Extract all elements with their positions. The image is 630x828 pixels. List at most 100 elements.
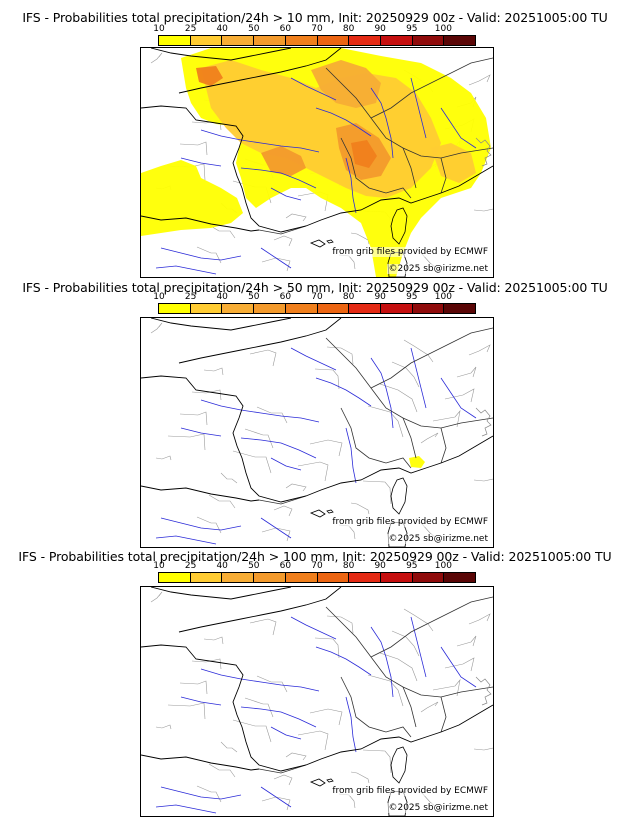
river	[290, 347, 337, 371]
colorbar-swatch-95	[412, 304, 445, 313]
coastline	[178, 48, 342, 94]
map-panel-100mm: IFS - Probabilities total precipitation/…	[0, 541, 630, 817]
coastline	[150, 48, 292, 61]
colorbar-swatch-70	[317, 304, 350, 313]
colorbar-tick-labels: 10 25 40 50 60 70 80 90 95 100	[153, 561, 476, 573]
country-border	[258, 764, 307, 774]
admin-boundary	[203, 367, 224, 376]
river	[160, 517, 242, 531]
admin-boundary	[326, 346, 354, 365]
river	[180, 427, 222, 437]
admin-boundary	[249, 618, 277, 636]
admin-boundary	[150, 52, 163, 64]
country-border	[370, 596, 493, 658]
river	[260, 247, 292, 269]
country-border	[340, 676, 412, 738]
river	[270, 187, 302, 201]
country-border	[325, 337, 493, 429]
river	[410, 616, 427, 678]
colorbar-swatches	[158, 303, 476, 314]
colorbar-tick-labels: 10 25 40 50 60 70 80 90 95 100	[153, 24, 476, 36]
admin-boundary	[232, 719, 272, 743]
admin-boundary	[196, 785, 222, 803]
colorbar-swatch-60	[285, 573, 318, 582]
copyright-notice: ©2025 sb@irizme.net	[387, 534, 489, 544]
river	[180, 157, 222, 167]
admin-boundary	[391, 361, 420, 388]
colorbar-swatch-90	[380, 573, 413, 582]
forecast-map: from grib files provided by ECMWF ©2025 …	[140, 47, 494, 278]
colorbar-swatch-95	[412, 573, 445, 582]
country-border	[370, 327, 493, 389]
alpine-detail	[475, 137, 492, 167]
river	[440, 377, 477, 419]
colorbar-swatch-80	[349, 304, 381, 313]
coastline	[141, 215, 260, 232]
admin-boundary	[391, 630, 420, 657]
probability-colorbar: 10 25 40 50 60 70 80 90 95 100	[153, 292, 476, 320]
colorbar-swatch-40	[222, 304, 255, 313]
river	[200, 399, 320, 423]
river	[290, 77, 337, 101]
colorbar-swatch-25	[190, 573, 223, 582]
admin-boundary	[314, 368, 340, 390]
basemap-france	[141, 318, 493, 547]
admin-boundary	[167, 433, 206, 451]
colorbar-swatches	[158, 35, 476, 46]
colorbar-tick-40: 40	[216, 561, 228, 571]
colorbar-tick-60: 60	[279, 561, 292, 571]
colorbar-tick-80: 80	[342, 24, 355, 34]
country-border	[258, 495, 307, 505]
coastline	[141, 754, 260, 771]
country-border	[440, 157, 447, 194]
probability-colorbar: 10 25 40 50 60 70 80 90 95 100	[153, 24, 476, 52]
precip-probability-area	[141, 160, 243, 236]
admin-boundary	[338, 254, 356, 270]
admin-boundary	[379, 383, 418, 413]
coastline	[150, 318, 292, 331]
admin-boundary	[285, 483, 307, 492]
colorbar-tick-90: 90	[374, 24, 386, 34]
copyright-notice: ©2025 sb@irizme.net	[387, 264, 489, 274]
admin-boundary	[420, 701, 439, 713]
admin-boundary	[155, 724, 172, 730]
admin-boundary	[208, 224, 236, 239]
precip-probability-area	[351, 140, 377, 168]
admin-boundary	[179, 680, 208, 695]
admin-boundary	[208, 763, 236, 778]
country-border	[440, 427, 447, 464]
admin-boundary	[297, 730, 329, 751]
colorbar-swatch-100	[444, 573, 476, 582]
river	[370, 87, 394, 159]
map-panel-50mm: IFS - Probabilities total precipitation/…	[0, 272, 630, 548]
precip-probability-area	[196, 66, 223, 86]
colorbar-tick-70: 70	[311, 292, 323, 302]
precip-probability-area	[409, 456, 425, 468]
colorbar-swatch-50	[254, 304, 286, 313]
admin-boundary	[220, 741, 238, 753]
river	[260, 786, 292, 808]
colorbar-tick-25: 25	[184, 292, 197, 302]
coastline	[141, 105, 427, 233]
river	[155, 804, 217, 814]
country-border	[440, 696, 447, 733]
coastline	[178, 587, 342, 633]
colorbar-tick-40: 40	[216, 24, 228, 34]
admin-boundary	[456, 366, 477, 378]
copyright-notice: ©2025 sb@irizme.net	[387, 803, 489, 813]
colorbar-swatch-60	[285, 304, 318, 313]
admin-boundary	[468, 613, 491, 625]
admin-boundary	[473, 478, 493, 482]
colorbar-swatch-100	[444, 304, 476, 313]
river	[160, 786, 242, 800]
coastline	[141, 485, 260, 502]
coastline	[425, 165, 493, 199]
country-border	[402, 147, 417, 189]
admin-boundary	[456, 635, 477, 647]
colorbar-swatch-70	[317, 573, 350, 582]
coastline	[141, 375, 427, 503]
balearic-islands	[309, 509, 334, 518]
admin-boundary	[273, 505, 293, 517]
colorbar-tick-10: 10	[153, 24, 165, 34]
admin-boundary	[432, 678, 461, 697]
